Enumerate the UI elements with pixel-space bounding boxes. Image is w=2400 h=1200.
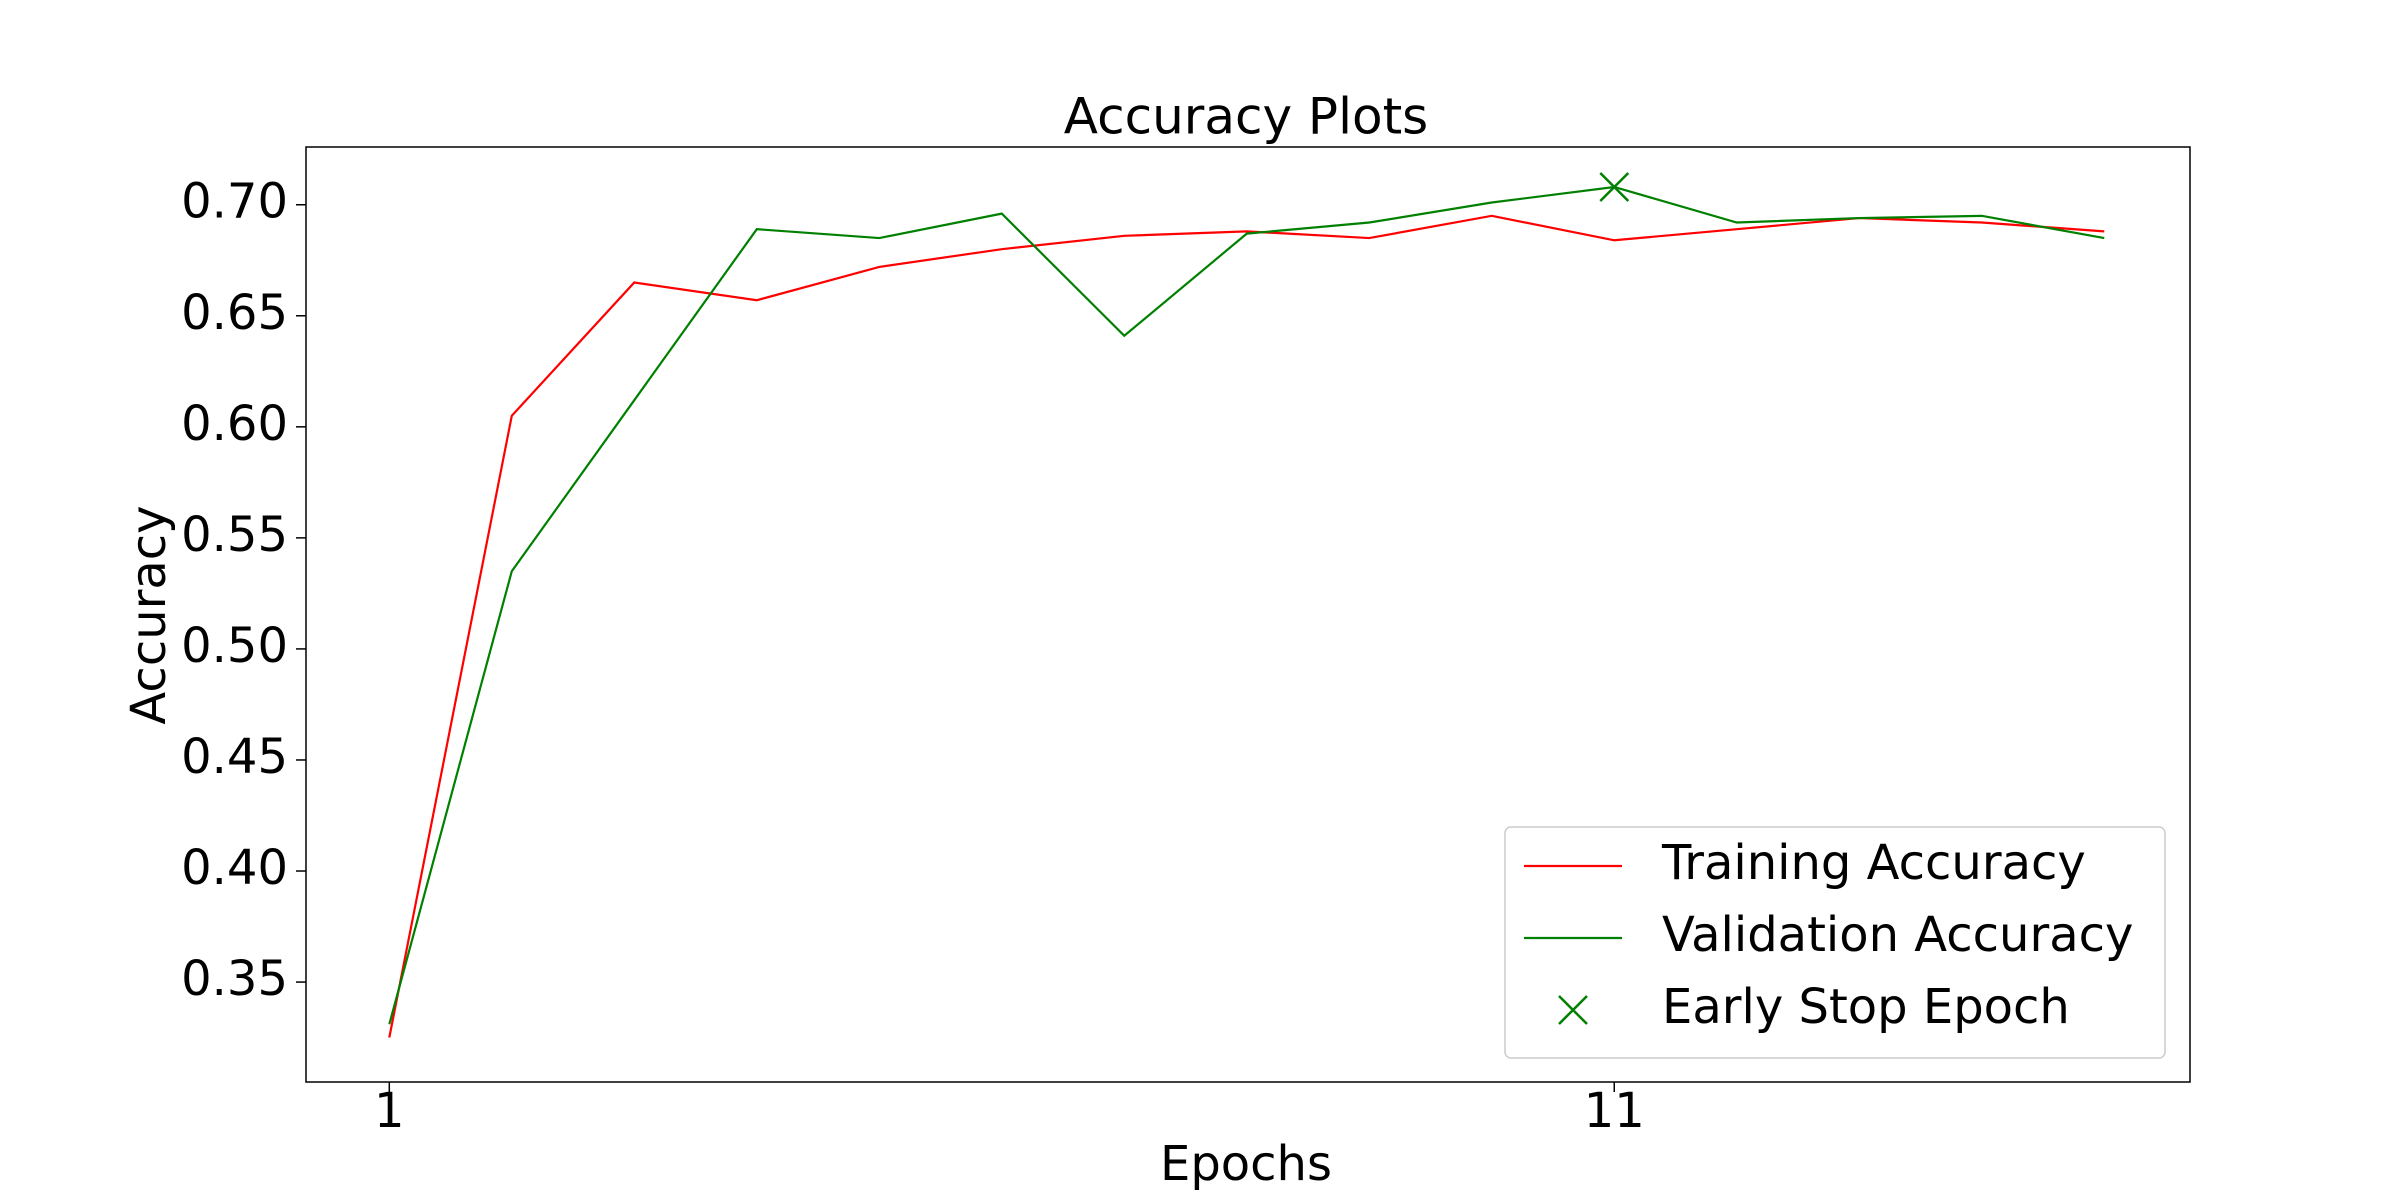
legend-label: Early Stop Epoch (1662, 979, 2070, 1035)
y-tick-label: 0.40 (181, 840, 288, 896)
y-tick-label: 0.70 (181, 174, 288, 230)
y-tick-label: 0.65 (181, 285, 288, 341)
series-line (388, 214, 2105, 1038)
legend-marker (1558, 995, 1588, 1025)
y-tick-label: 0.60 (181, 396, 288, 452)
y-axis-label: Accuracy (121, 505, 177, 724)
legend-box (1504, 826, 2166, 1059)
legend-label: Validation Accuracy (1662, 907, 2133, 963)
legend-label: Training Accuracy (1661, 835, 2086, 891)
y-tick-label: 0.55 (181, 507, 288, 563)
y-tick-label: 0.45 (181, 729, 288, 785)
chart-title: Accuracy Plots (1064, 88, 1428, 146)
y-tick-label: 0.50 (181, 618, 288, 674)
plot-frame (305, 146, 2191, 1083)
early-stop-marker (1599, 172, 1630, 202)
y-tick-label: 0.35 (181, 951, 288, 1007)
x-axis-label: Epochs (1160, 1136, 1332, 1192)
x-tick-label: 11 (1584, 1083, 1645, 1139)
series-line (388, 185, 2105, 1025)
x-tick-label: 1 (374, 1083, 405, 1139)
